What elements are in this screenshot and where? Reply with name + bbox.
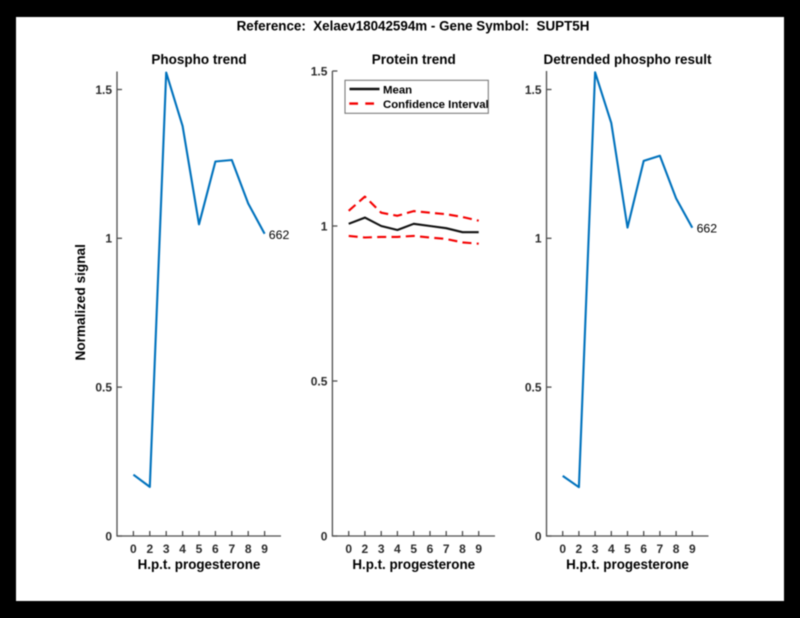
- svg-text:1.5: 1.5: [525, 83, 542, 97]
- svg-text:662: 662: [269, 228, 290, 242]
- svg-text:0: 0: [559, 542, 566, 556]
- svg-text:0: 0: [321, 529, 328, 543]
- svg-text:0: 0: [345, 542, 352, 556]
- svg-text:7: 7: [443, 542, 450, 556]
- svg-text:8: 8: [459, 542, 466, 556]
- svg-text:9: 9: [689, 542, 696, 556]
- svg-text:0: 0: [130, 542, 137, 556]
- svg-text:1.5: 1.5: [311, 64, 328, 78]
- svg-text:1: 1: [535, 232, 542, 246]
- svg-text:0: 0: [105, 529, 112, 543]
- svg-text:1: 1: [321, 219, 328, 233]
- svg-text:5: 5: [624, 542, 631, 556]
- svg-text:662: 662: [697, 222, 718, 236]
- svg-text:4: 4: [394, 542, 401, 556]
- svg-text:5: 5: [196, 542, 203, 556]
- svg-text:2: 2: [146, 542, 153, 556]
- svg-text:3: 3: [378, 542, 385, 556]
- svg-text:H.p.t. progesterone: H.p.t. progesterone: [566, 557, 689, 572]
- svg-text:3: 3: [592, 542, 599, 556]
- svg-text:0.5: 0.5: [95, 380, 112, 394]
- svg-text:Reference: Xelaev18042594m -: Reference: Xelaev18042594m - Gene Symbol…: [237, 18, 590, 33]
- svg-text:Protein trend: Protein trend: [372, 52, 456, 67]
- svg-text:7: 7: [657, 542, 664, 556]
- svg-text:H.p.t. progesterone: H.p.t. progesterone: [352, 557, 475, 572]
- svg-text:1: 1: [105, 232, 112, 246]
- svg-text:7: 7: [228, 542, 235, 556]
- svg-text:6: 6: [427, 542, 434, 556]
- svg-text:5: 5: [410, 542, 417, 556]
- svg-text:Confidence Interval: Confidence Interval: [383, 99, 489, 111]
- svg-text:3: 3: [163, 542, 170, 556]
- svg-text:0.5: 0.5: [311, 374, 328, 388]
- svg-text:2: 2: [362, 542, 369, 556]
- svg-text:H.p.t. progesterone: H.p.t. progesterone: [138, 557, 261, 572]
- svg-text:6: 6: [640, 542, 647, 556]
- svg-text:6: 6: [212, 542, 219, 556]
- svg-text:4: 4: [608, 542, 615, 556]
- svg-text:1.5: 1.5: [95, 83, 112, 97]
- svg-text:Phospho trend: Phospho trend: [151, 52, 246, 67]
- svg-text:Normalized signal: Normalized signal: [73, 244, 88, 360]
- svg-text:9: 9: [475, 542, 482, 556]
- svg-text:0.5: 0.5: [525, 380, 542, 394]
- svg-text:0: 0: [535, 529, 542, 543]
- svg-text:8: 8: [245, 542, 252, 556]
- svg-text:Mean: Mean: [383, 85, 412, 97]
- svg-text:4: 4: [179, 542, 186, 556]
- svg-text:2: 2: [576, 542, 583, 556]
- svg-text:9: 9: [261, 542, 268, 556]
- svg-text:Detrended phospho result: Detrended phospho result: [543, 52, 712, 67]
- svg-text:8: 8: [673, 542, 680, 556]
